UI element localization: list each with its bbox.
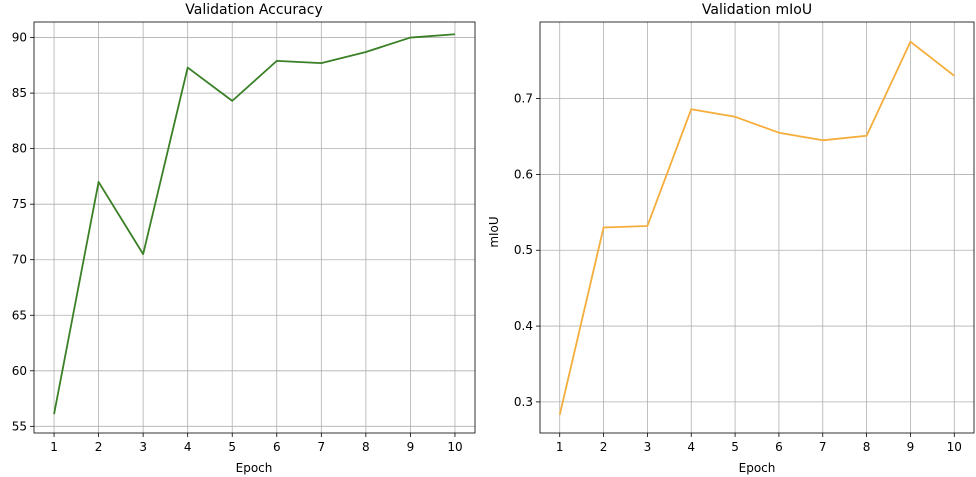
y-tick-label: 65 (12, 308, 27, 322)
ticks: 1 2 3 4 5 6 7 8 9 10 0.3 0.4 0.5 0.6 0.7 (514, 92, 962, 454)
x-tick-label: 2 (95, 440, 103, 454)
miou-chart: Validation mIoU Epoch mIoU 1 2 3 4 5 6 7 8 9 10 0.… (487, 2, 975, 475)
series-line (53, 33, 456, 415)
x-tick-label: 2 (600, 440, 608, 454)
x-tick-label: 6 (775, 440, 783, 454)
x-tick-label: 4 (184, 440, 192, 454)
x-tick-label: 10 (447, 440, 462, 454)
x-tick-label: 7 (317, 440, 325, 454)
grid (540, 22, 974, 433)
series-line (558, 40, 955, 416)
x-tick-label: 3 (139, 440, 147, 454)
x-axis-label: Epoch (236, 461, 273, 475)
y-axis-label: mIoU (487, 216, 501, 247)
chart-title: Validation Accuracy (185, 2, 323, 18)
x-tick-label: 8 (362, 440, 370, 454)
ticks: 1 2 3 4 5 6 7 8 9 10 55 60 65 70 75 80 85 90 (12, 31, 463, 454)
x-tick-label: 7 (819, 440, 827, 454)
chart-title: Validation mIoU (702, 2, 812, 18)
y-tick-label: 0.6 (514, 167, 533, 181)
x-tick-label: 5 (731, 440, 739, 454)
x-tick-label: 9 (407, 440, 415, 454)
x-tick-label: 3 (644, 440, 652, 454)
y-tick-label: 80 (12, 142, 27, 156)
x-axis-label: Epoch (739, 461, 776, 475)
y-tick-label: 0.3 (514, 395, 533, 409)
plot-frame (33, 21, 476, 434)
y-tick-label: 90 (12, 31, 27, 45)
y-tick-label: 0.7 (514, 92, 533, 106)
x-tick-label: 4 (687, 440, 695, 454)
y-tick-label: 85 (12, 86, 27, 100)
x-tick-label: 5 (228, 440, 236, 454)
y-tick-label: 60 (12, 364, 27, 378)
y-tick-label: 0.5 (514, 243, 533, 257)
y-tick-label: 55 (12, 419, 27, 433)
x-tick-label: 1 (556, 440, 564, 454)
accuracy-chart: Validation Accuracy Epoch 1 2 3 4 5 6 7 8 9 10 55 6… (12, 2, 476, 475)
grid (34, 22, 475, 433)
y-tick-label: 70 (12, 253, 27, 267)
plot-frame (539, 21, 975, 434)
x-tick-label: 1 (50, 440, 58, 454)
y-tick-label: 75 (12, 197, 27, 211)
x-tick-label: 9 (907, 440, 915, 454)
x-tick-label: 8 (863, 440, 871, 454)
x-tick-label: 10 (947, 440, 962, 454)
x-tick-label: 6 (273, 440, 281, 454)
y-tick-label: 0.4 (514, 319, 533, 333)
